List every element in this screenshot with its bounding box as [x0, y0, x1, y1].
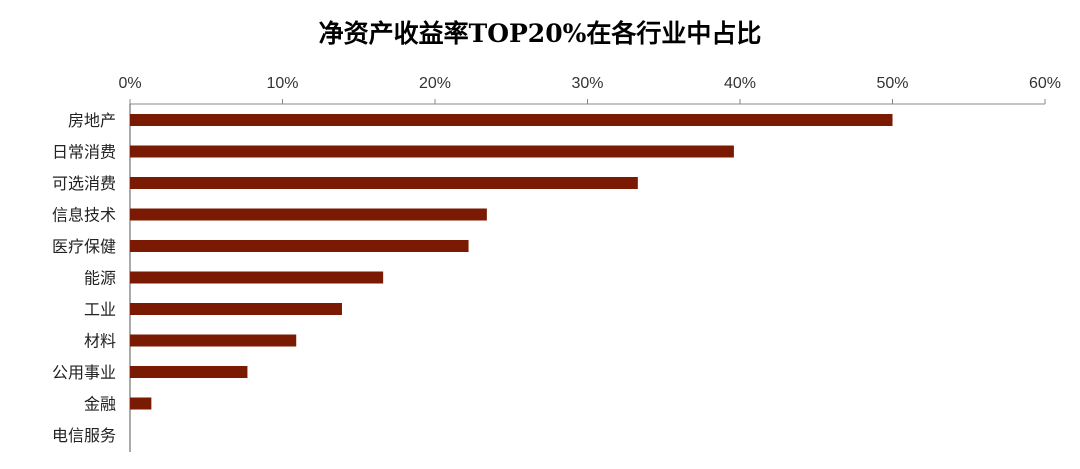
- category-label: 金融: [84, 395, 116, 414]
- bar: [130, 334, 297, 347]
- x-tick-label: 50%: [876, 75, 908, 92]
- category-label: 日常消费: [52, 143, 116, 162]
- category-label: 公用事业: [52, 363, 116, 382]
- bar: [130, 271, 384, 284]
- category-label: 能源: [84, 269, 116, 288]
- x-tick-label: 10%: [266, 75, 298, 92]
- x-tick-labels: 0% 10% 20% 30% 40% 50% 60%: [118, 75, 1061, 92]
- bar: [130, 208, 487, 221]
- category-label: 可选消费: [52, 174, 116, 193]
- bar: [130, 303, 342, 315]
- x-tick-label: 0%: [118, 75, 141, 92]
- bar: [130, 177, 638, 189]
- category-label: 电信服务: [52, 426, 116, 445]
- category-label: 医疗保健: [52, 237, 116, 256]
- bars: [130, 114, 893, 410]
- x-tick-label: 20%: [419, 75, 451, 92]
- chart-title: 净资产收益率TOP20%在各行业中占比: [318, 19, 762, 48]
- bar: [130, 366, 248, 378]
- bar: [130, 145, 734, 158]
- bar: [130, 114, 893, 126]
- bar: [130, 240, 469, 252]
- x-tick-label: 40%: [724, 75, 756, 92]
- x-tick-label: 30%: [571, 75, 603, 92]
- category-label: 工业: [84, 300, 116, 319]
- category-label: 房地产: [68, 111, 116, 130]
- category-label: 材料: [84, 332, 116, 351]
- category-label: 信息技术: [52, 206, 116, 225]
- x-tick-label: 60%: [1029, 75, 1061, 92]
- bar: [130, 397, 152, 410]
